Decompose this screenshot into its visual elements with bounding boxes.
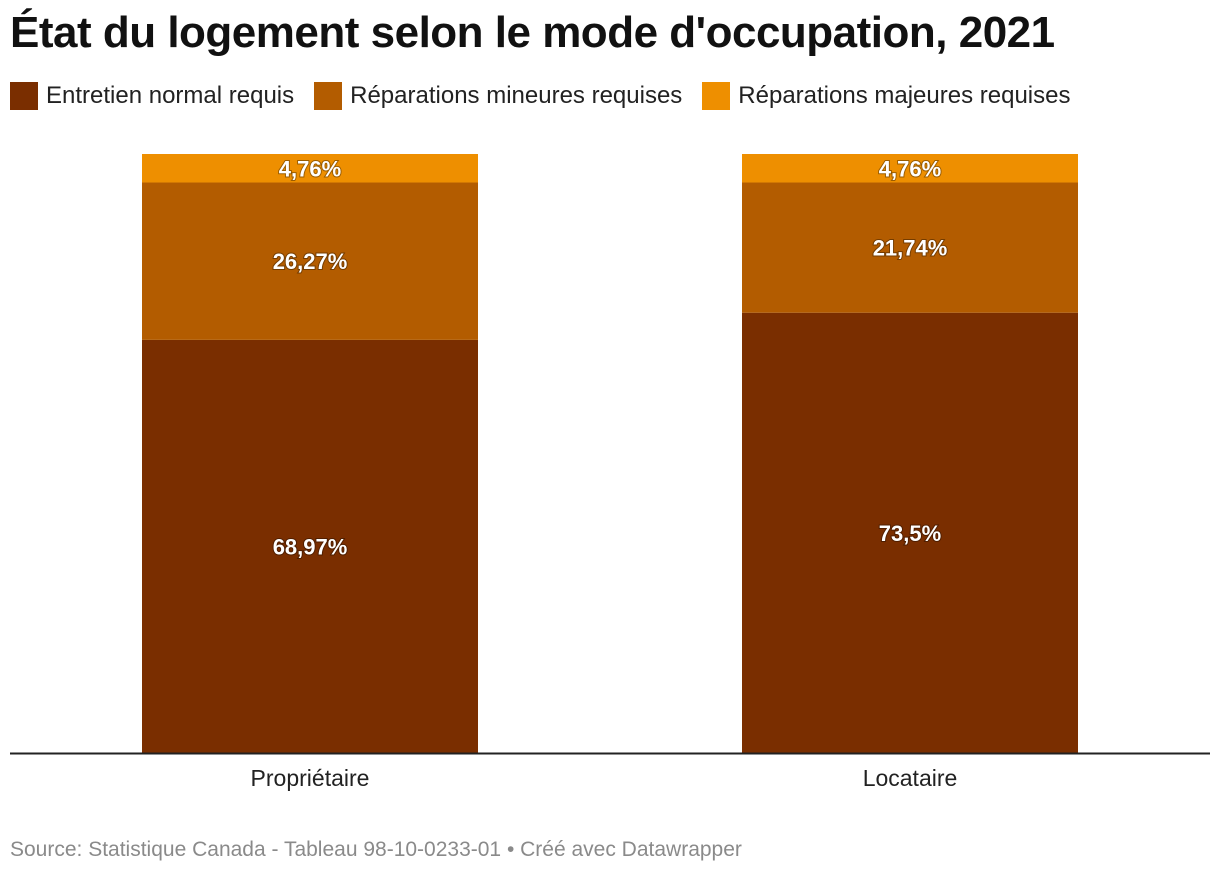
data-label-0-1: 26,27%	[273, 249, 348, 274]
data-label-1-1: 21,74%	[873, 236, 948, 261]
bar-segment-0-2	[142, 154, 478, 183]
x-tick-label-1: Locataire	[863, 765, 958, 791]
legend-swatch-minor	[314, 82, 343, 110]
legend: Entretien normal requis Réparations mine…	[10, 82, 1070, 110]
legend-label-normal: Entretien normal requis	[46, 82, 295, 109]
legend-swatch-major	[702, 82, 731, 110]
legend-label-major: Réparations majeures requises	[738, 82, 1071, 109]
bar-segment-1-1	[742, 182, 1078, 313]
x-tick-label-0: Propriétaire	[251, 765, 370, 791]
data-label-1-0: 73,5%	[879, 521, 941, 546]
legend-swatch-normal	[10, 82, 38, 110]
legend-item-minor: Réparations mineures requises	[314, 82, 682, 110]
bar-segment-1-0	[742, 312, 1078, 753]
data-label-0-2: 4,76%	[279, 156, 341, 181]
bar-segment-0-1	[142, 182, 478, 340]
legend-label-minor: Réparations mineures requises	[350, 82, 683, 109]
data-label-1-2: 4,76%	[879, 156, 941, 181]
bar-segment-0-0	[142, 339, 478, 753]
data-label-0-0: 68,97%	[273, 534, 348, 559]
source-note: Source: Statistique Canada - Tableau 98-…	[10, 838, 742, 861]
chart-title: État du logement selon le mode d'occupat…	[10, 8, 1055, 57]
legend-item-major: Réparations majeures requises	[702, 82, 1070, 110]
bar-segment-1-2	[742, 154, 1078, 183]
legend-item-normal: Entretien normal requis	[10, 82, 294, 110]
